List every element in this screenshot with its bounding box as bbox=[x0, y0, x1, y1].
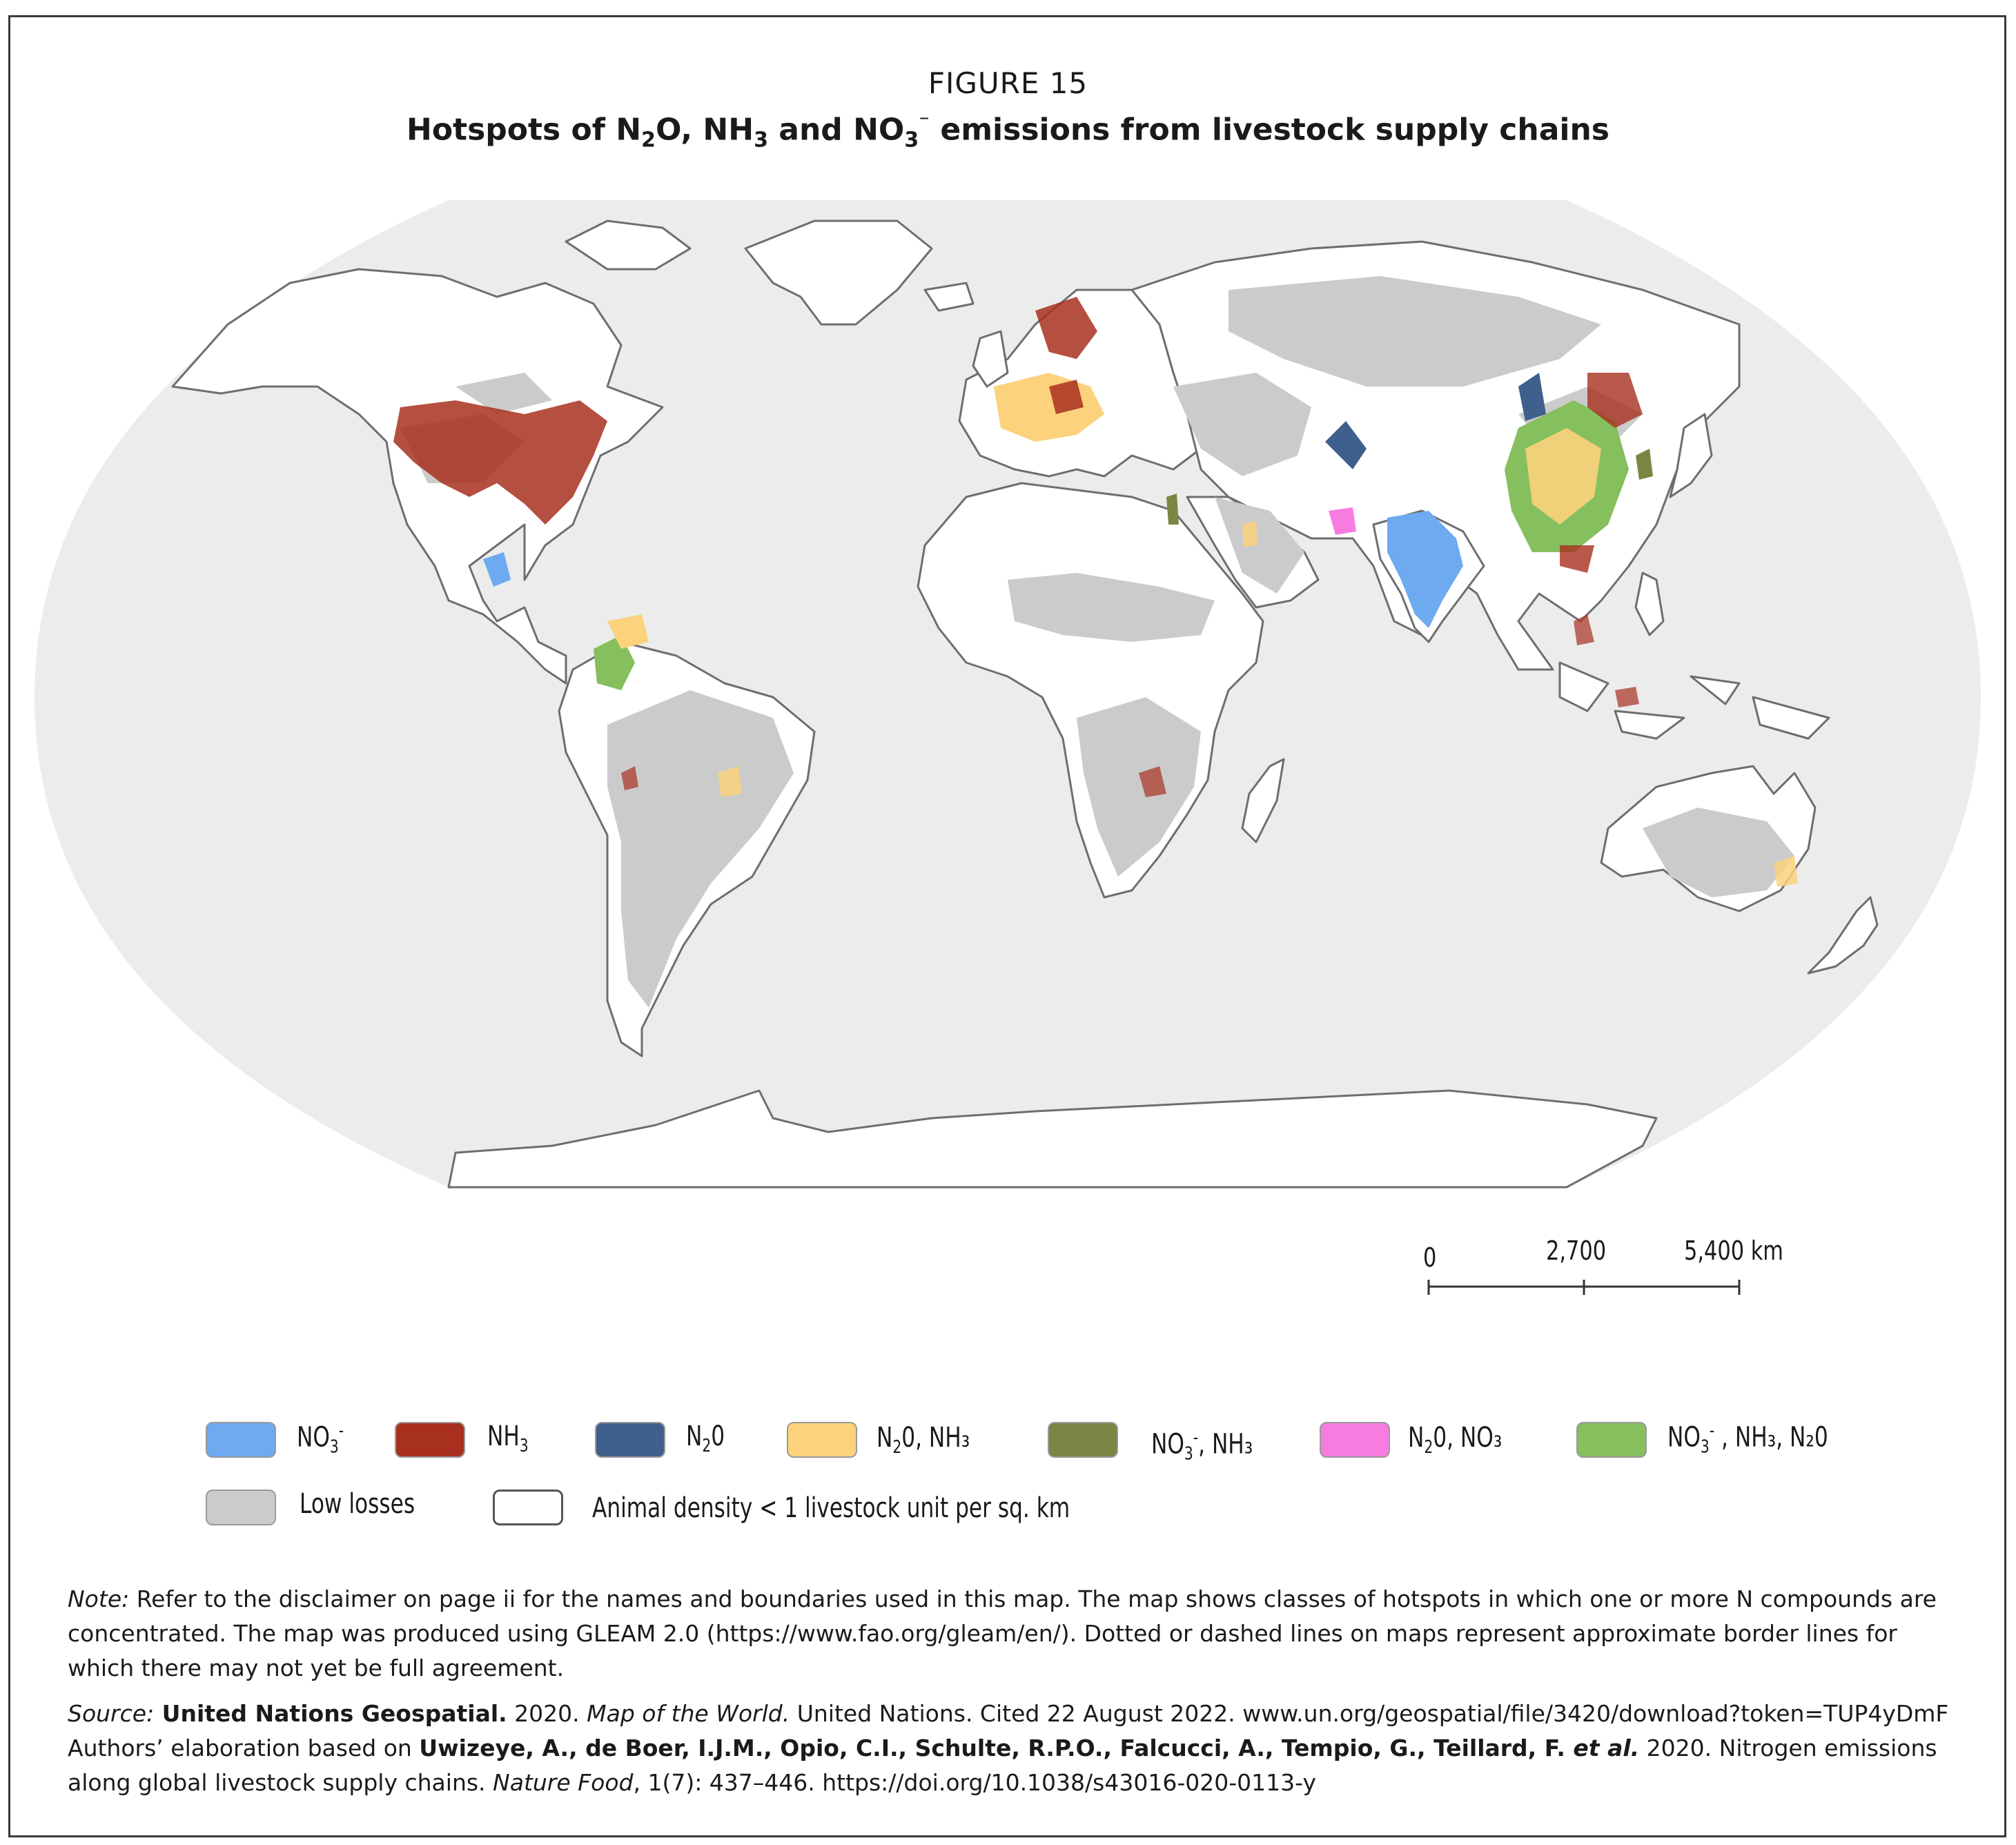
hotspot-no3-india bbox=[1387, 511, 1463, 628]
figure-title: Hotspots of N2O, NH3 and NO3⁻ emissions … bbox=[407, 110, 1609, 153]
low-losses-region bbox=[1008, 573, 1215, 642]
low-losses-region bbox=[1215, 497, 1304, 594]
hotspots bbox=[393, 297, 1798, 887]
hotspot-n2o-nh3-china bbox=[1525, 428, 1601, 525]
hotspot-no3-nh3-egypt bbox=[1166, 494, 1179, 525]
iceland bbox=[923, 282, 975, 312]
notes-block: Note: Refer to the disclaimer on page ii… bbox=[68, 1582, 1966, 1811]
north-america bbox=[171, 268, 664, 685]
low-losses-region bbox=[456, 373, 552, 414]
low-losses-region bbox=[607, 690, 794, 1008]
scale-label-5400: 5,400 km bbox=[1684, 1236, 1783, 1266]
madagascar bbox=[1241, 758, 1285, 843]
source-paragraph: Source: United Nations Geospatial. 2020.… bbox=[68, 1700, 1949, 1796]
hotspot-nh3-china bbox=[1560, 373, 1643, 573]
hotspot-n2o-nh3-colombia bbox=[607, 614, 649, 649]
antarctica bbox=[447, 1089, 1658, 1189]
note-paragraph: Note: Refer to the disclaimer on page ii… bbox=[68, 1585, 1937, 1681]
low-losses-region bbox=[1643, 808, 1794, 897]
hotspot-n2o-asia bbox=[1325, 373, 1546, 469]
low-losses-region bbox=[1229, 276, 1601, 387]
hotspot-no3-mexico bbox=[483, 552, 511, 587]
scale-bar-line bbox=[1427, 1280, 1741, 1295]
hotspot-nh3-europe bbox=[1035, 297, 1097, 414]
greenland bbox=[744, 219, 933, 326]
world-map bbox=[35, 200, 1981, 1189]
new-zealand bbox=[1807, 896, 1879, 975]
indonesia bbox=[1558, 661, 1830, 740]
philippines bbox=[1634, 572, 1665, 636]
hotspot-nh3-north-america bbox=[393, 400, 607, 525]
arctic-islands bbox=[565, 219, 692, 271]
figure-frame bbox=[8, 15, 2006, 1837]
british-isles bbox=[972, 330, 1009, 388]
low-losses-region bbox=[1173, 373, 1311, 476]
hotspot-n2o-no3-pakistan bbox=[1329, 507, 1356, 535]
hotspot-no3-nh3-korea bbox=[1636, 449, 1653, 480]
figure-label: FIGURE 15 bbox=[928, 66, 1088, 100]
scale-bar: 0 2,700 5,400 km bbox=[1408, 1229, 1822, 1305]
scale-label-2700: 2,700 bbox=[1546, 1236, 1607, 1266]
japan bbox=[1669, 413, 1713, 498]
hotspot-no3-nh3-n2o-colombia bbox=[594, 635, 635, 690]
low-losses-region bbox=[1077, 697, 1201, 877]
scale-label-0: 0 bbox=[1423, 1242, 1437, 1273]
